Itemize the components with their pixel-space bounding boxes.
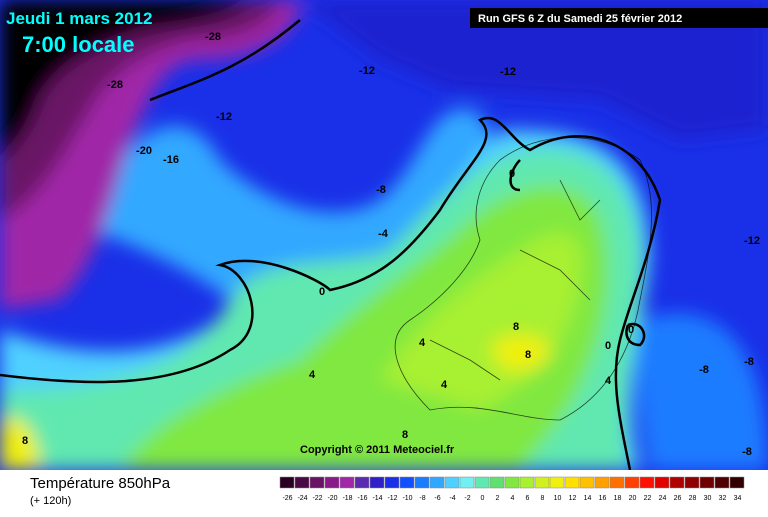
legend-swatch	[309, 476, 325, 489]
legend-tick-label: 6	[526, 495, 530, 502]
legend-tick-label: 30	[704, 495, 712, 502]
legend-tick-label: 34	[734, 495, 742, 502]
legend-tick-label: -4	[449, 495, 455, 502]
legend-swatch	[594, 476, 610, 489]
legend-swatch	[279, 476, 295, 489]
contour-label: 4	[309, 369, 316, 381]
legend-swatch	[669, 476, 685, 489]
legend-tick-label: 32	[719, 495, 727, 502]
legend-tick-label: 16	[599, 495, 607, 502]
legend-swatch	[714, 476, 730, 489]
legend-swatch	[399, 476, 415, 489]
legend-tick-label: 20	[629, 495, 637, 502]
legend-tick-label: -26	[282, 495, 292, 502]
contour-label: -8	[742, 446, 752, 458]
contour-label: -20	[136, 145, 152, 157]
legend-swatch	[519, 476, 535, 489]
contour-label: -12	[216, 111, 232, 123]
legend-subtitle: (+ 120h)	[30, 495, 71, 507]
legend-swatch	[369, 476, 385, 489]
legend-tick-label: 12	[569, 495, 577, 502]
contour-label: 8	[402, 429, 408, 441]
contour-label: 8	[525, 349, 531, 361]
legend-swatch	[459, 476, 475, 489]
copyright: Copyright © 2011 Meteociel.fr	[300, 444, 455, 456]
legend-tick-label: -12	[387, 495, 397, 502]
legend-tick-label: 28	[689, 495, 697, 502]
legend-tick-label: -2	[464, 495, 470, 502]
legend-tick-label: 4	[511, 495, 515, 502]
legend-tick-label: -16	[357, 495, 367, 502]
contour-label: 4	[605, 375, 612, 387]
contour-label: -16	[163, 154, 179, 166]
legend-tick-label: -6	[434, 495, 440, 502]
contour-label: -12	[500, 66, 516, 78]
contour-label: -12	[359, 65, 375, 77]
legend-tick-label: 24	[659, 495, 667, 502]
contour-label: 4	[441, 379, 448, 391]
legend-swatch	[729, 476, 745, 489]
contour-label: -28	[107, 79, 123, 91]
legend-swatch	[624, 476, 640, 489]
legend-tick-label: -24	[297, 495, 307, 502]
legend-swatch	[294, 476, 310, 489]
run-info: Run GFS 6 Z du Samedi 25 février 2012	[478, 13, 682, 25]
legend-swatch	[489, 476, 505, 489]
legend-tick-label: 8	[541, 495, 545, 502]
legend-swatch	[684, 476, 700, 489]
legend-tick-label: 26	[674, 495, 682, 502]
legend-tick-label: -8	[419, 495, 425, 502]
contour-label: -8	[699, 364, 709, 376]
map-field	[0, 0, 768, 471]
legend-swatch	[639, 476, 655, 489]
legend-swatch	[549, 476, 565, 489]
legend-swatch	[504, 476, 520, 489]
legend-tick-label: 10	[554, 495, 562, 502]
legend-tick-label: 0	[481, 495, 485, 502]
contour-label: -8	[744, 356, 754, 368]
date: Jeudi 1 mars 2012	[6, 9, 152, 28]
legend-swatch	[654, 476, 670, 489]
legend-tick-label: -10	[402, 495, 412, 502]
run-box	[470, 8, 768, 28]
legend-tick-label: -22	[312, 495, 322, 502]
contour-label: -8	[376, 184, 386, 196]
legend-tick-label: -14	[372, 495, 382, 502]
legend-title: Température 850hPa	[30, 475, 171, 492]
contour-label: 4	[419, 337, 426, 349]
legend-swatch	[339, 476, 355, 489]
time: 7:00 locale	[22, 32, 135, 57]
contour-label: 0	[628, 324, 634, 336]
legend-swatch	[474, 476, 490, 489]
legend-swatch	[429, 476, 445, 489]
contour-label: 0	[509, 168, 515, 180]
legend-swatch	[354, 476, 370, 489]
contour-label: -4	[378, 228, 389, 240]
contour-label: 0	[319, 286, 325, 298]
contour-label: 8	[513, 321, 519, 333]
legend-swatch	[384, 476, 400, 489]
legend-swatch	[579, 476, 595, 489]
legend-tick-label: 2	[496, 495, 500, 502]
legend-tick-label: -18	[342, 495, 352, 502]
legend-swatch	[534, 476, 550, 489]
legend-tick-label: 18	[614, 495, 622, 502]
contour-label: -12	[744, 235, 760, 247]
legend-tick-label: -20	[327, 495, 337, 502]
legend-swatch	[699, 476, 715, 489]
legend-swatch	[609, 476, 625, 489]
legend-swatch	[324, 476, 340, 489]
legend-swatch	[564, 476, 580, 489]
legend-swatch	[444, 476, 460, 489]
contour-label: 8	[22, 435, 28, 447]
legend-tick-label: 22	[644, 495, 652, 502]
contour-label: 0	[605, 340, 611, 352]
legend-tick-label: 14	[584, 495, 592, 502]
contour-label: -28	[205, 31, 221, 43]
legend-swatch	[414, 476, 430, 489]
